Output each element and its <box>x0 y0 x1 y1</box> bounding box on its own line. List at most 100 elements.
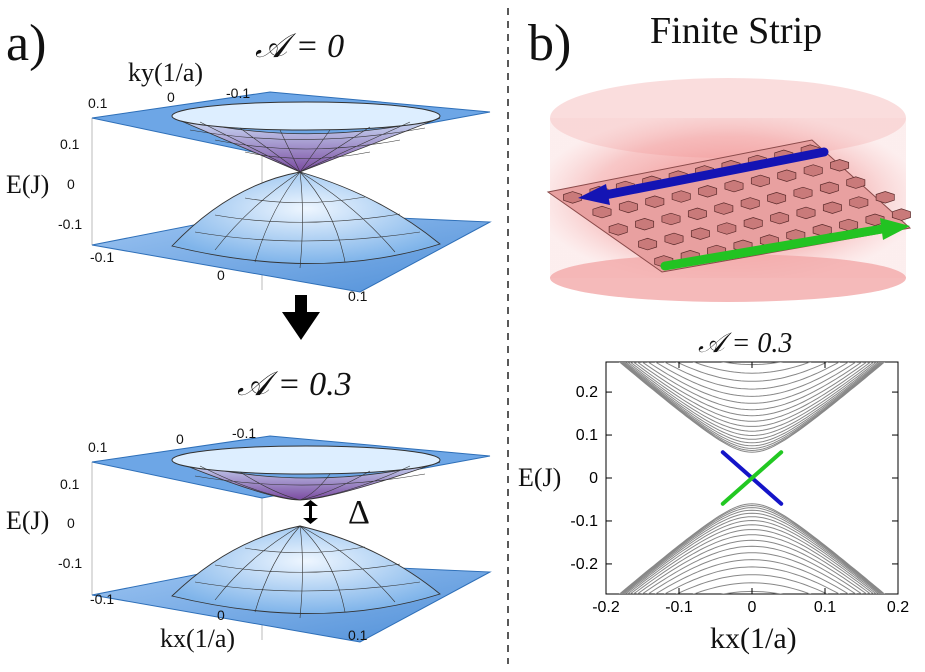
lattice-hexagon <box>714 202 734 215</box>
bulk-band-line <box>619 362 885 449</box>
lattice-hexagon <box>717 222 737 235</box>
lattice-hexagon <box>608 223 628 236</box>
lattice-hexagon <box>822 201 842 214</box>
bulk-band-line <box>636 539 868 594</box>
upper-cone-gapped <box>171 459 441 501</box>
bulk-band-line <box>636 362 868 417</box>
lattice-hexagon <box>865 213 885 226</box>
edge-state-series-2 <box>720 450 784 506</box>
edge-state-blue <box>595 147 829 201</box>
energy-axis-label: E(J) <box>6 506 50 535</box>
bulk-band-line <box>629 529 875 594</box>
gap-label: Δ <box>348 494 370 531</box>
bulk-band-line <box>624 519 880 594</box>
bulk-bands <box>618 362 886 594</box>
lattice-hexagon <box>793 186 813 200</box>
x-tick-label: 0.1 <box>814 599 836 616</box>
lattice-hexagon <box>777 169 797 182</box>
upper-cone-mesh <box>189 121 426 173</box>
bulk-band-line <box>623 516 881 594</box>
lattice-hexagon <box>796 206 816 220</box>
e-tick: 0.1 <box>60 476 80 492</box>
e-tick: 0 <box>67 176 75 192</box>
lattice-hexagon <box>661 212 681 226</box>
lattice-hexagon <box>767 192 787 205</box>
e-tick: -0.1 <box>58 555 83 571</box>
lattice-hexagon <box>698 185 718 198</box>
e-tick: 0.1 <box>60 136 80 152</box>
ky-tick: -0.1 <box>232 425 257 441</box>
kx-tick: -0.1 <box>90 249 115 265</box>
lattice-hexagon <box>740 197 760 210</box>
bulk-band-line <box>621 512 883 594</box>
lattice-hexagon <box>830 159 850 172</box>
ky-tick: 0.1 <box>88 95 108 111</box>
bulk-band-line <box>620 362 884 447</box>
bulk-band-line <box>647 552 857 594</box>
y-tick-label: -0.1 <box>570 513 598 530</box>
ky-axis-label: ky(1/a) <box>128 58 204 87</box>
lattice-hexagon <box>563 191 583 204</box>
bulk-band-line <box>663 566 841 594</box>
lattice-hexagon <box>664 232 684 246</box>
bulk-band-line <box>654 362 850 397</box>
kx-axis-label: kx(1/a) <box>160 624 236 653</box>
ky-tick: -0.1 <box>226 85 251 101</box>
lattice-hexagon <box>750 174 770 188</box>
bulk-band-line <box>675 362 829 382</box>
lattice-hexagon <box>592 205 612 219</box>
bulk-band-line <box>629 362 875 427</box>
edge-arrow-blue-head <box>578 184 610 205</box>
chart-y-label: E(J) <box>518 463 562 492</box>
lower-dome-gapped <box>171 525 441 614</box>
lattice-hexagon <box>635 218 655 231</box>
x-tick-label: -0.2 <box>592 599 620 616</box>
lattice-hexagon <box>875 191 895 204</box>
lattice-hexagon <box>803 164 823 177</box>
e-tick: 0 <box>67 515 75 531</box>
edge-arrow-green-head <box>880 218 910 240</box>
y-tick-label: 0.2 <box>576 384 598 401</box>
x-tick-label: 0 <box>748 599 757 616</box>
e-tick: -0.1 <box>58 216 83 232</box>
bulk-band-line <box>620 509 884 594</box>
x-tick-label: 0.2 <box>887 599 909 616</box>
ky-tick: 0 <box>167 89 175 105</box>
lattice-hexagon <box>849 196 869 209</box>
kx-tick: 0 <box>217 607 225 623</box>
ky-tick: 0 <box>176 431 184 447</box>
panel-a-bottom-plot <box>91 435 492 643</box>
bulk-band-line <box>619 362 885 452</box>
upper-cone-rim <box>171 101 441 131</box>
panel-a-letter: a) <box>6 15 47 72</box>
halo-bottom <box>550 254 906 302</box>
lattice-hexagon <box>671 190 691 203</box>
ky-tick: 0.1 <box>88 439 108 455</box>
bulk-band-line <box>654 559 850 594</box>
bulk-band-line <box>641 362 863 411</box>
bulk-band-line <box>623 362 881 440</box>
lattice-hexagon <box>846 176 866 189</box>
upper-cone-gapped-rim <box>171 445 441 475</box>
y-tick-label: -0.2 <box>570 556 598 573</box>
lattice-hexagon <box>743 217 763 230</box>
lattice-hexagon <box>618 200 638 214</box>
param-label-bottom: 𝒜 = 0.3 <box>237 366 352 403</box>
bulk-band-line <box>663 362 841 390</box>
lower-dome-mesh <box>194 171 421 269</box>
down-arrow <box>282 295 320 340</box>
gap-arrow <box>303 500 318 524</box>
kx-tick: 0.1 <box>348 288 368 304</box>
y-tick-label: 0 <box>589 470 598 487</box>
panel-b-letter: b) <box>528 15 572 72</box>
kx-tick: -0.1 <box>90 591 115 607</box>
finite-strip-illustration <box>546 78 912 302</box>
lattice-hexagon <box>638 237 658 251</box>
bulk-band-line <box>632 362 872 422</box>
bulk-band-line <box>647 362 857 404</box>
bulk-band-line <box>641 545 863 594</box>
bulk-band-line <box>621 362 883 444</box>
kx-tick: 0.1 <box>348 627 368 643</box>
panel-b-title: Finite Strip <box>650 10 823 52</box>
